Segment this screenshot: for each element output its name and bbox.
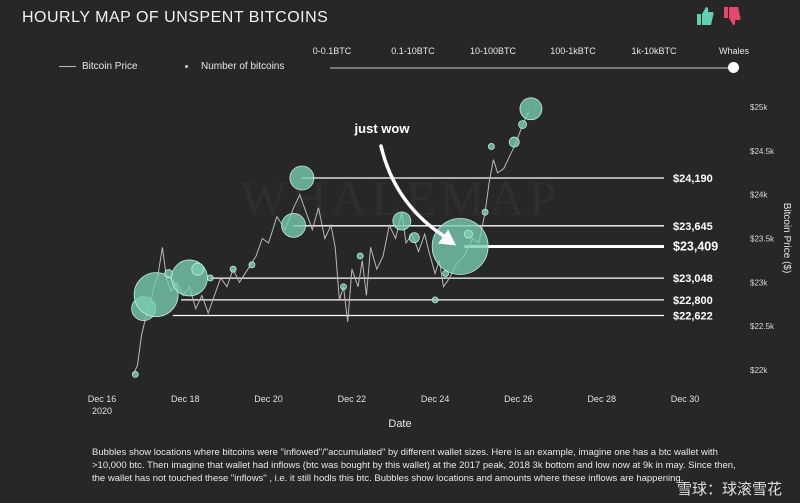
y-tick-label: $23k: [750, 278, 768, 287]
slider-option-0[interactable]: 0-0.1BTC: [312, 46, 352, 56]
bubble: [408, 232, 420, 244]
x-tick-label: Dec 26: [504, 394, 533, 404]
y-tick-label: $22k: [750, 366, 768, 375]
y-tick-label: $24.5k: [750, 147, 775, 156]
bubble: [281, 212, 306, 238]
bubble: [356, 252, 364, 260]
x-tick-label: Dec 16: [88, 394, 117, 404]
bubble: [431, 218, 489, 275]
overlay-watermark: 雪球：球滚雪花: [676, 480, 782, 498]
y-tick-label: $23.5k: [750, 235, 775, 244]
legend-dot-icon: [185, 65, 188, 68]
legend-line-icon: [59, 66, 76, 67]
y-tick-label: $25k: [750, 103, 768, 112]
bubble: [481, 208, 489, 216]
bubble: [289, 165, 315, 191]
legend-count-label: Number of bitcoins: [201, 61, 285, 72]
x-tick-label: Dec 24: [421, 394, 450, 404]
annotation-arrow: [379, 144, 448, 240]
bubble: [519, 97, 543, 121]
thumbs-up-icon[interactable]: [696, 6, 714, 26]
y-axis-title: Bitcoin Price ($): [781, 203, 792, 274]
level-label: $22,622: [673, 310, 713, 322]
x-tick-sublabel: 2020: [92, 406, 112, 416]
x-tick-label: Dec 22: [338, 394, 367, 404]
bubble: [131, 370, 139, 378]
slider-option-1[interactable]: 0.1-10BTC: [391, 46, 435, 56]
annotation-text: just wow: [354, 121, 411, 136]
y-tick-label: $22.5k: [750, 322, 775, 331]
x-tick-label: Dec 18: [171, 394, 200, 404]
legend-price-label: Bitcoin Price: [82, 61, 138, 72]
bubble: [191, 262, 205, 276]
level-label: $24,190: [673, 173, 713, 185]
x-tick-label: Dec 30: [671, 394, 700, 404]
slider-option-5[interactable]: Whales: [718, 46, 750, 56]
level-label: $23,409: [673, 239, 718, 253]
slider-option-2[interactable]: 10-100BTC: [469, 46, 517, 56]
x-tick-label: Dec 28: [587, 394, 616, 404]
bubble: [487, 143, 495, 150]
bubble: [229, 265, 237, 273]
bubble: [340, 283, 347, 291]
chart-caption: Bubbles show locations where bitcoins we…: [92, 447, 736, 484]
bubble: [518, 120, 527, 129]
thumbs-down-icon[interactable]: [723, 6, 741, 26]
slider-option-3[interactable]: 100-1kBTC: [550, 46, 596, 56]
level-label: $23,048: [673, 273, 713, 285]
bubble: [248, 261, 256, 269]
slider-option-4[interactable]: 1k-10kBTC: [631, 46, 677, 56]
level-label: $22,800: [673, 295, 713, 307]
annotation-arrowhead: [438, 229, 457, 246]
bubble: [206, 274, 214, 282]
bubble: [133, 272, 179, 318]
x-axis-title: Date: [388, 418, 411, 430]
slider-handle[interactable]: [728, 62, 739, 73]
y-tick-label: $24k: [750, 191, 768, 200]
bubble: [508, 136, 520, 148]
bubble: [392, 211, 412, 231]
chart-canvas: WHALEMAP $24,190$23,645$23,409$23,048$22…: [88, 97, 792, 430]
bubble: [464, 229, 473, 239]
slider-track[interactable]: [330, 67, 734, 69]
x-tick-label: Dec 20: [254, 394, 283, 404]
legend-price[interactable]: Bitcoin Price: [56, 60, 166, 74]
bubble: [431, 296, 439, 304]
chart-title: HOURLY MAP OF UNSPENT BITCOINS: [22, 9, 329, 26]
legend-count[interactable]: Number of bitcoins: [182, 60, 292, 74]
level-label: $23,645: [673, 221, 713, 233]
